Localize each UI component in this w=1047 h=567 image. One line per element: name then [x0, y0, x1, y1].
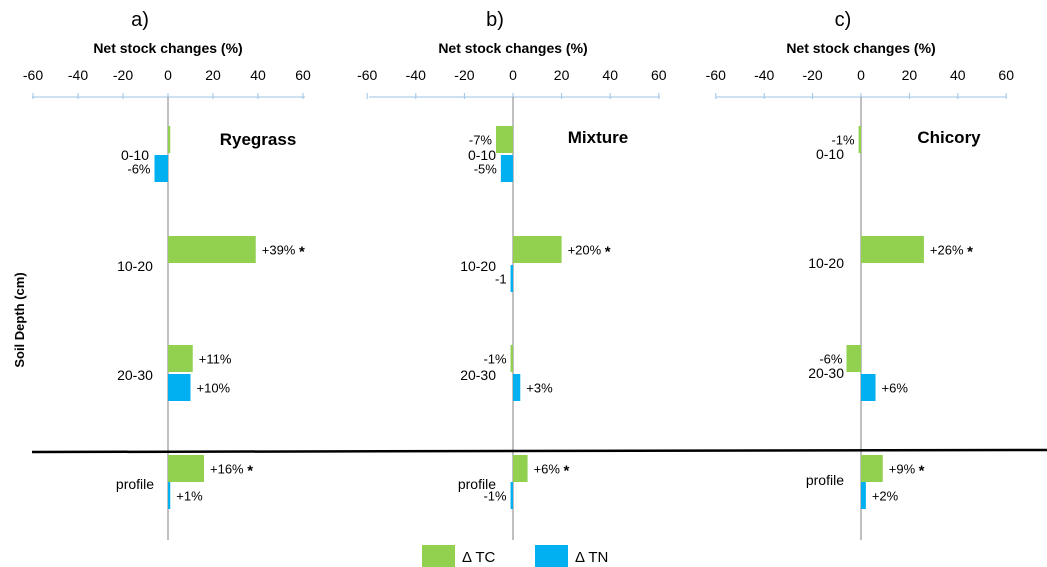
category-label: 10-20 — [117, 258, 153, 274]
category-label: profile — [116, 476, 154, 492]
tc-bar — [510, 345, 513, 372]
x-tick-label: 60 — [651, 67, 667, 83]
category-label: 20-30 — [808, 365, 844, 381]
tc-bar — [846, 345, 861, 372]
y-axis-title: Soil Depth (cm) — [12, 272, 27, 367]
data-label: -1% — [483, 489, 507, 504]
data-label: -5% — [474, 162, 498, 177]
x-tick-label: -40 — [754, 67, 774, 83]
tn-bar — [154, 155, 168, 182]
x-tick-label: 0 — [509, 67, 517, 83]
x-axis-title: Net stock changes (%) — [786, 40, 935, 56]
data-label: -1% — [483, 352, 507, 367]
category-label: 10-20 — [808, 255, 844, 271]
category-label: 10-20 — [460, 258, 496, 274]
x-tick-label: 60 — [998, 67, 1014, 83]
data-label: +39% — [262, 243, 296, 258]
tn-bar — [500, 155, 513, 182]
tn-bar — [168, 482, 171, 509]
data-label: +16% — [210, 462, 244, 477]
legend-swatch — [535, 545, 568, 567]
data-label: -7% — [469, 133, 493, 148]
tn-bar — [510, 482, 513, 509]
category-label: profile — [806, 472, 844, 488]
panel-label: a) — [131, 9, 149, 31]
x-tick-label: 20 — [902, 67, 918, 83]
data-label: +2% — [872, 489, 899, 504]
x-tick-label: -40 — [68, 67, 88, 83]
panel-title: Mixture — [568, 128, 628, 147]
tn-bar — [510, 265, 513, 292]
data-label: -1% — [831, 133, 855, 148]
data-label: -6% — [127, 162, 151, 177]
significance-star: * — [919, 463, 925, 480]
data-label: +6% — [534, 462, 561, 477]
x-axis-title: Net stock changes (%) — [93, 40, 242, 56]
tc-bar — [861, 236, 924, 263]
category-label: 0-10 — [816, 146, 844, 162]
x-tick-label: 40 — [250, 67, 266, 83]
significance-star: * — [247, 463, 253, 480]
data-label: +11% — [199, 352, 232, 367]
panel-label: b) — [486, 9, 504, 31]
data-label: -1 — [495, 272, 507, 287]
x-tick-label: 40 — [950, 67, 966, 83]
x-tick-label: -20 — [802, 67, 822, 83]
tc-bar — [168, 455, 204, 482]
tc-bar — [168, 126, 171, 153]
tc-bar — [513, 236, 562, 263]
x-tick-label: 40 — [602, 67, 618, 83]
panel-label: c) — [835, 9, 852, 31]
data-label: +3% — [526, 381, 553, 396]
x-tick-label: -20 — [454, 67, 474, 83]
x-tick-label: 0 — [164, 67, 172, 83]
x-tick-label: 0 — [857, 67, 865, 83]
x-tick-label: 60 — [295, 67, 311, 83]
category-label: 0-10 — [468, 147, 496, 163]
x-tick-label: 20 — [554, 67, 570, 83]
legend-label: Δ TC — [462, 549, 496, 566]
panel-title: Chicory — [917, 128, 981, 147]
tn-bar — [168, 374, 191, 401]
data-label: +10% — [197, 381, 231, 396]
tc-bar — [858, 126, 861, 153]
category-label: profile — [458, 476, 496, 492]
tc-bar — [168, 236, 256, 263]
data-label: +6% — [882, 381, 909, 396]
x-tick-label: -60 — [23, 67, 43, 83]
significance-star: * — [563, 463, 569, 480]
category-label: 20-30 — [117, 367, 153, 383]
significance-star: * — [605, 244, 611, 261]
data-label: +20% — [568, 243, 602, 258]
tc-bar — [495, 126, 513, 153]
data-label: +9% — [889, 462, 916, 477]
category-label: 0-10 — [121, 147, 149, 163]
tc-bar — [861, 455, 883, 482]
data-label: +1% — [176, 489, 203, 504]
tn-bar — [513, 374, 521, 401]
tc-bar — [168, 345, 193, 372]
legend-label: Δ TN — [575, 549, 608, 566]
tn-bar — [861, 482, 866, 509]
x-tick-label: -60 — [706, 67, 726, 83]
data-label: +26% — [930, 243, 964, 258]
data-label: -6% — [819, 352, 843, 367]
x-tick-label: -40 — [406, 67, 426, 83]
significance-star: * — [299, 244, 305, 261]
tn-bar — [861, 374, 876, 401]
profile-separator — [31, 448, 1047, 454]
x-tick-label: -60 — [357, 67, 377, 83]
tc-bar — [513, 455, 528, 482]
legend-swatch — [422, 545, 455, 567]
x-tick-label: -20 — [113, 67, 133, 83]
x-axis-title: Net stock changes (%) — [438, 40, 587, 56]
panel-title: Ryegrass — [220, 130, 297, 149]
category-label: 20-30 — [460, 367, 496, 383]
x-tick-label: 20 — [205, 67, 221, 83]
significance-star: * — [967, 244, 973, 261]
